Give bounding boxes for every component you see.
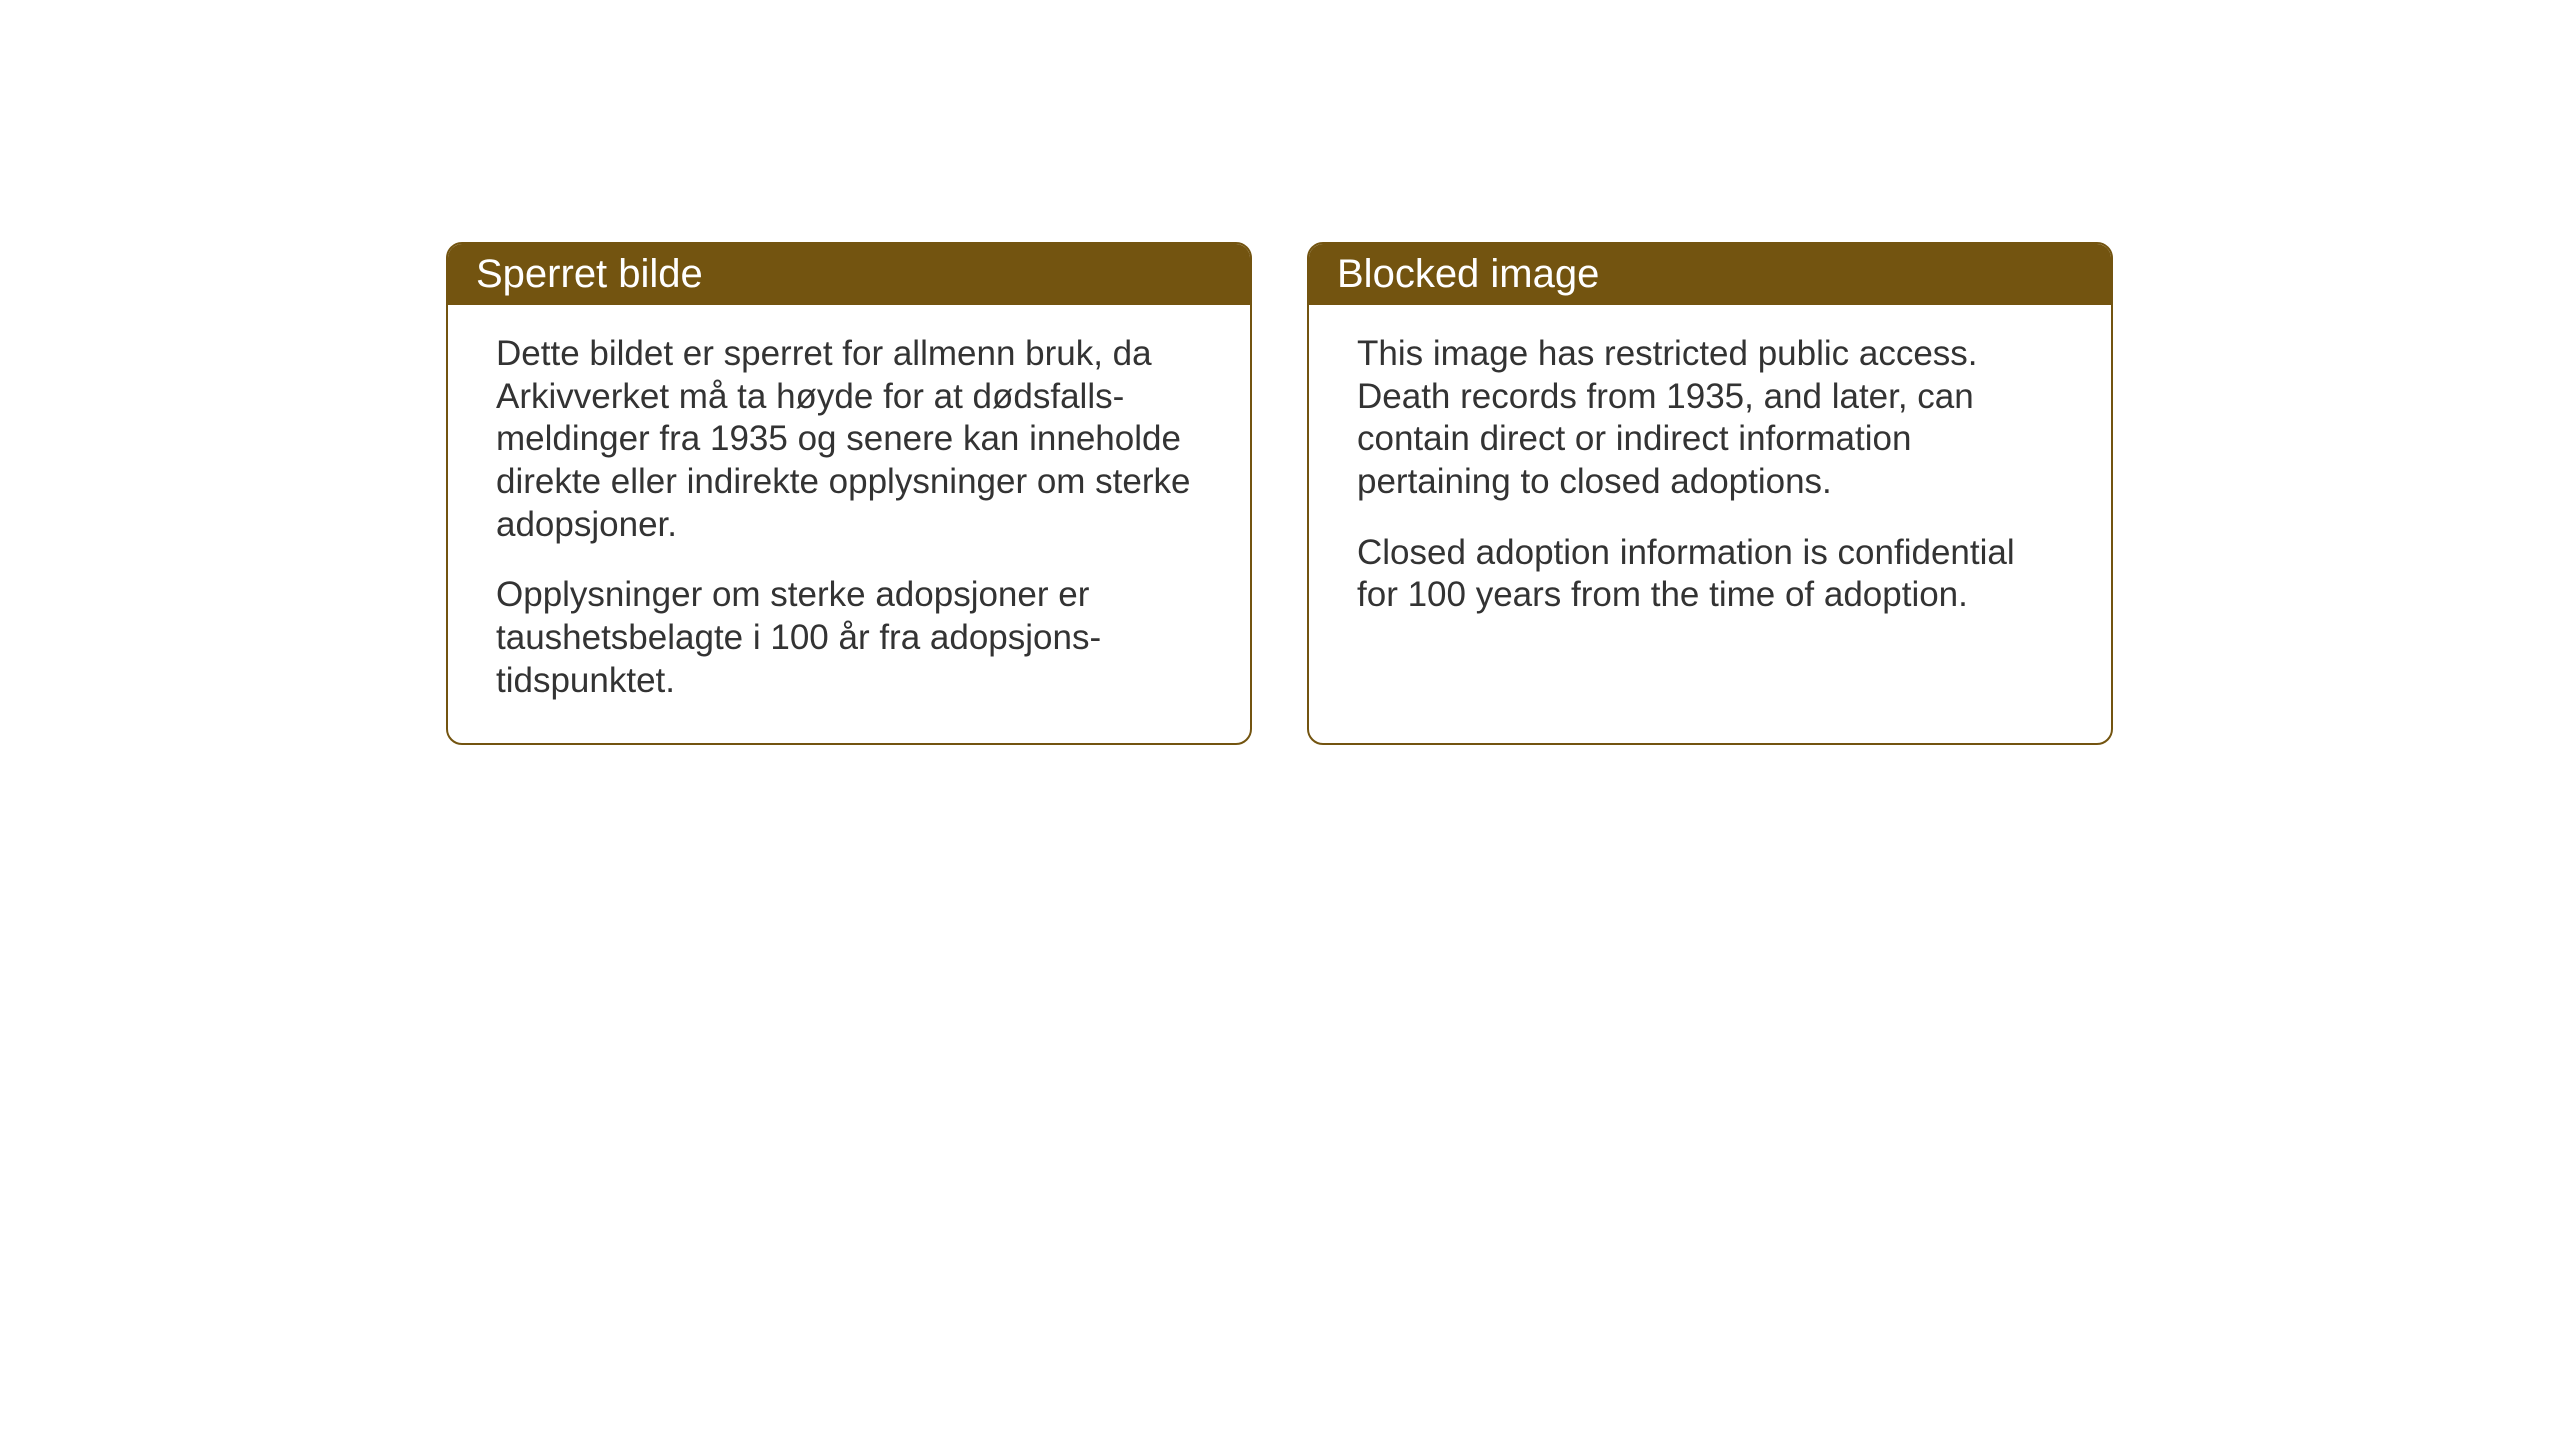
paragraph-text: Closed adoption information is confident… xyxy=(1357,532,2063,617)
card-title: Sperret bilde xyxy=(476,252,703,296)
card-header-english: Blocked image xyxy=(1309,244,2111,305)
card-header-norwegian: Sperret bilde xyxy=(448,244,1250,305)
notice-card-english: Blocked image This image has restricted … xyxy=(1307,242,2113,745)
paragraph-text: Dette bildet er sperret for allmenn bruk… xyxy=(496,333,1202,546)
paragraph-text: Opplysninger om sterke adopsjoner er tau… xyxy=(496,574,1202,702)
card-body-english: This image has restricted public access.… xyxy=(1309,305,2111,657)
card-body-norwegian: Dette bildet er sperret for allmenn bruk… xyxy=(448,305,1250,743)
notice-card-norwegian: Sperret bilde Dette bildet er sperret fo… xyxy=(446,242,1252,745)
paragraph-text: This image has restricted public access.… xyxy=(1357,333,2063,504)
card-title: Blocked image xyxy=(1337,252,1599,296)
notice-cards-container: Sperret bilde Dette bildet er sperret fo… xyxy=(446,242,2113,745)
